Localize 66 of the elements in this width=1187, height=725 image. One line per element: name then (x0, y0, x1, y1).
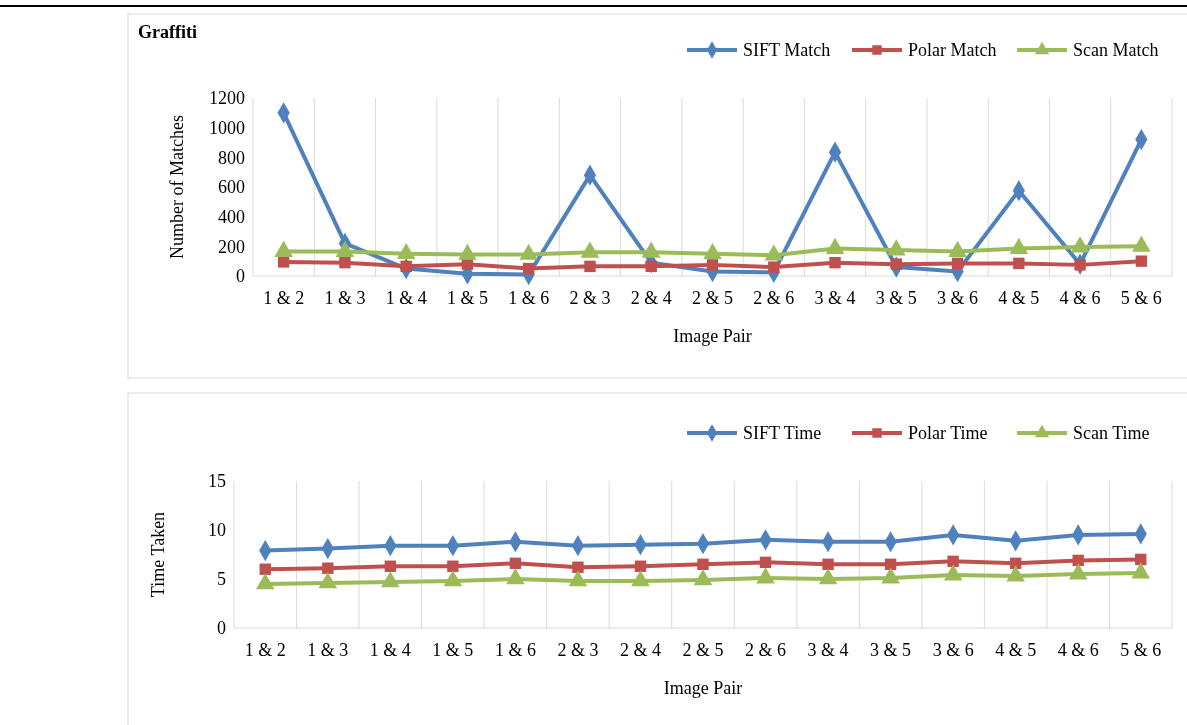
x-tick-label: 2 & 3 (569, 288, 611, 308)
point (706, 259, 719, 271)
x-tick-label: 4 & 5 (995, 640, 1037, 660)
x-tick-label: 3 & 5 (875, 288, 917, 308)
x-tick-label: 1 & 6 (508, 288, 550, 308)
y-axis-title: Time Taken (148, 511, 168, 598)
y-tick-label: 0 (217, 618, 226, 639)
y-tick-label: 0 (236, 266, 245, 287)
point (645, 260, 657, 273)
point (1135, 255, 1148, 267)
point (829, 256, 841, 269)
y-tick-label: 600 (218, 177, 245, 198)
y-tick-label: 1000 (209, 117, 245, 138)
legend-label: Polar Match (908, 40, 997, 61)
x-tick-label: 2 & 4 (630, 288, 672, 308)
x-tick-label: 1 & 3 (324, 288, 366, 308)
point (400, 260, 412, 273)
x-tick-label: 1 & 5 (432, 640, 474, 660)
legend-label: SIFT Match (743, 40, 831, 61)
point (951, 257, 964, 270)
point (1013, 257, 1025, 270)
x-tick-label: 3 & 5 (870, 640, 912, 660)
x-axis-title: Image Pair (663, 678, 743, 698)
x-tick-label: 5 & 6 (1120, 640, 1162, 660)
y-tick-label: 1200 (209, 88, 245, 109)
x-tick-label: 1 & 2 (244, 640, 286, 660)
x-tick-label: 5 & 6 (1120, 288, 1162, 308)
x-tick-label: 3 & 6 (932, 640, 974, 660)
point (277, 256, 290, 268)
point (1074, 259, 1086, 271)
y-tick-label: 200 (218, 236, 245, 257)
x-tick-label: 2 & 4 (619, 640, 661, 660)
point (890, 258, 902, 270)
point (339, 256, 351, 269)
x-tick-label: 1 & 3 (307, 640, 349, 660)
point (584, 260, 596, 273)
legend-label: Polar Time (908, 423, 988, 444)
x-tick-label: 4 & 6 (1057, 640, 1099, 660)
x-tick-label: 1 & 5 (446, 288, 488, 308)
point (523, 262, 535, 275)
x-tick-label: 1 & 4 (385, 288, 427, 308)
x-tick-label: 3 & 4 (814, 288, 856, 308)
x-tick-label: 4 & 5 (998, 288, 1040, 308)
x-tick-label: 2 & 6 (753, 288, 795, 308)
x-tick-label: 3 & 6 (937, 288, 979, 308)
x-tick-label: 2 & 3 (557, 640, 599, 660)
legend-label: Scan Match (1073, 40, 1159, 61)
x-tick-label: 1 & 6 (494, 640, 536, 660)
x-tick-label: 2 & 6 (745, 640, 787, 660)
y-axis-title: Number of Matches (167, 115, 187, 259)
y-tick-label: 5 (217, 569, 226, 590)
legend-label: SIFT Time (743, 423, 822, 444)
y-tick-label: 15 (208, 471, 226, 492)
point (768, 261, 780, 273)
y-tick-label: 400 (218, 206, 245, 227)
x-axis-title: Image Pair (673, 326, 752, 346)
x-tick-label: 2 & 5 (691, 288, 734, 308)
x-tick-label: 3 & 4 (807, 640, 849, 660)
x-tick-label: 1 & 4 (369, 640, 411, 660)
legend-label: Scan Time (1073, 423, 1150, 444)
x-tick-label: 4 & 6 (1059, 288, 1101, 308)
x-tick-label: 1 & 2 (263, 288, 305, 308)
y-tick-label: 10 (208, 520, 226, 541)
chart-title: Graffiti (138, 22, 197, 42)
x-tick-label: 2 & 5 (682, 640, 724, 660)
y-tick-label: 800 (218, 147, 245, 168)
